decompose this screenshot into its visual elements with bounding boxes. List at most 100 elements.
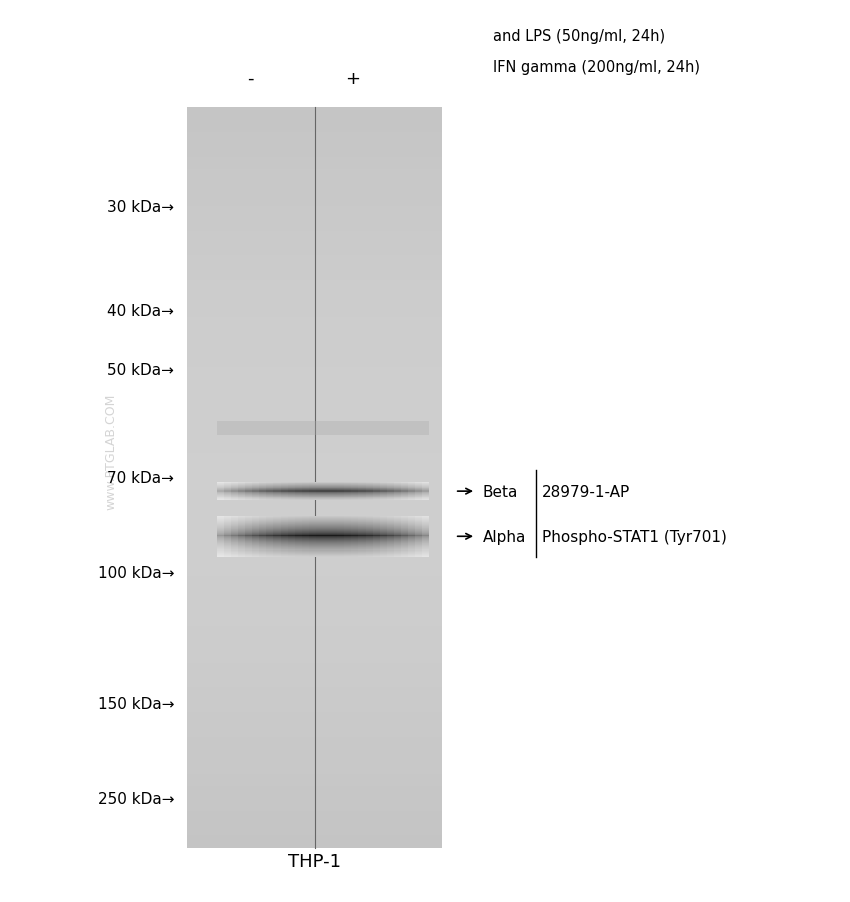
Bar [217, 526, 429, 527]
Bar [187, 232, 442, 244]
Bar [295, 483, 302, 501]
Bar [259, 483, 266, 501]
Bar [217, 516, 429, 518]
Bar [217, 552, 429, 553]
Bar [187, 417, 442, 428]
Bar [408, 483, 415, 501]
Bar [217, 556, 429, 557]
Bar [187, 133, 442, 145]
Bar [217, 538, 429, 539]
Bar [302, 483, 309, 501]
Bar [217, 544, 429, 545]
Bar [187, 626, 442, 639]
Bar [372, 483, 380, 501]
Bar [187, 761, 442, 774]
Bar [217, 518, 429, 519]
Bar [187, 639, 442, 650]
Bar [309, 483, 316, 501]
Bar [187, 354, 442, 367]
Bar [187, 724, 442, 737]
Bar [217, 543, 429, 544]
Bar [422, 483, 429, 501]
Bar [359, 516, 366, 557]
Bar [302, 516, 309, 557]
Bar [280, 516, 287, 557]
Bar [217, 535, 429, 536]
Bar [187, 306, 442, 318]
Bar [217, 531, 429, 532]
Text: 28979-1-AP: 28979-1-AP [542, 484, 631, 499]
Bar [394, 516, 401, 557]
Bar [217, 546, 429, 547]
Bar [187, 589, 442, 602]
Bar [187, 687, 442, 700]
Bar [316, 516, 323, 557]
Text: +: + [345, 69, 360, 87]
Bar [359, 483, 366, 501]
Bar [217, 530, 429, 531]
Bar [266, 516, 274, 557]
Bar [217, 545, 429, 546]
Bar [217, 527, 429, 528]
Bar [187, 441, 442, 454]
Text: 150 kDa→: 150 kDa→ [98, 696, 174, 711]
Bar [274, 516, 280, 557]
Bar [217, 536, 429, 537]
Bar [187, 108, 442, 121]
Bar [337, 483, 344, 501]
Text: IFN gamma (200ng/ml, 24h): IFN gamma (200ng/ml, 24h) [493, 60, 700, 75]
Bar [330, 516, 337, 557]
Text: THP-1: THP-1 [288, 852, 341, 870]
Bar [224, 483, 231, 501]
Bar [366, 483, 372, 501]
Bar [217, 532, 429, 534]
Bar [387, 516, 394, 557]
Bar [309, 516, 316, 557]
Bar [187, 293, 442, 306]
Bar [422, 516, 429, 557]
Bar [187, 182, 442, 195]
Bar [245, 516, 252, 557]
Bar [380, 483, 387, 501]
Bar [217, 550, 429, 551]
Bar [316, 483, 323, 501]
Bar [187, 602, 442, 613]
Text: 30 kDa→: 30 kDa→ [107, 200, 174, 215]
Bar [217, 553, 429, 554]
Bar [415, 516, 422, 557]
Bar [231, 516, 238, 557]
Bar [252, 483, 259, 501]
Bar [187, 281, 442, 293]
Bar [187, 515, 442, 528]
Bar [217, 547, 429, 548]
Bar [287, 483, 295, 501]
Bar [187, 713, 442, 724]
Bar [187, 737, 442, 750]
Text: Alpha: Alpha [483, 529, 526, 544]
Bar [187, 454, 442, 465]
Bar [224, 516, 231, 557]
Bar [187, 343, 442, 354]
Bar [330, 483, 337, 501]
Bar [415, 483, 422, 501]
Bar [217, 540, 429, 542]
Bar [217, 524, 429, 526]
Bar [295, 516, 302, 557]
Bar [187, 824, 442, 835]
Bar [238, 516, 245, 557]
Bar [231, 483, 238, 501]
Bar [323, 483, 330, 501]
Bar [217, 516, 224, 557]
Bar [187, 491, 442, 502]
Text: 50 kDa→: 50 kDa→ [107, 363, 174, 377]
Bar [187, 170, 442, 182]
Bar [408, 516, 415, 557]
Bar [187, 158, 442, 170]
Bar [187, 269, 442, 281]
Bar [217, 522, 429, 523]
Bar [217, 548, 429, 550]
Text: Beta: Beta [483, 484, 518, 499]
Bar [187, 244, 442, 256]
Bar [372, 516, 380, 557]
Bar [323, 516, 330, 557]
